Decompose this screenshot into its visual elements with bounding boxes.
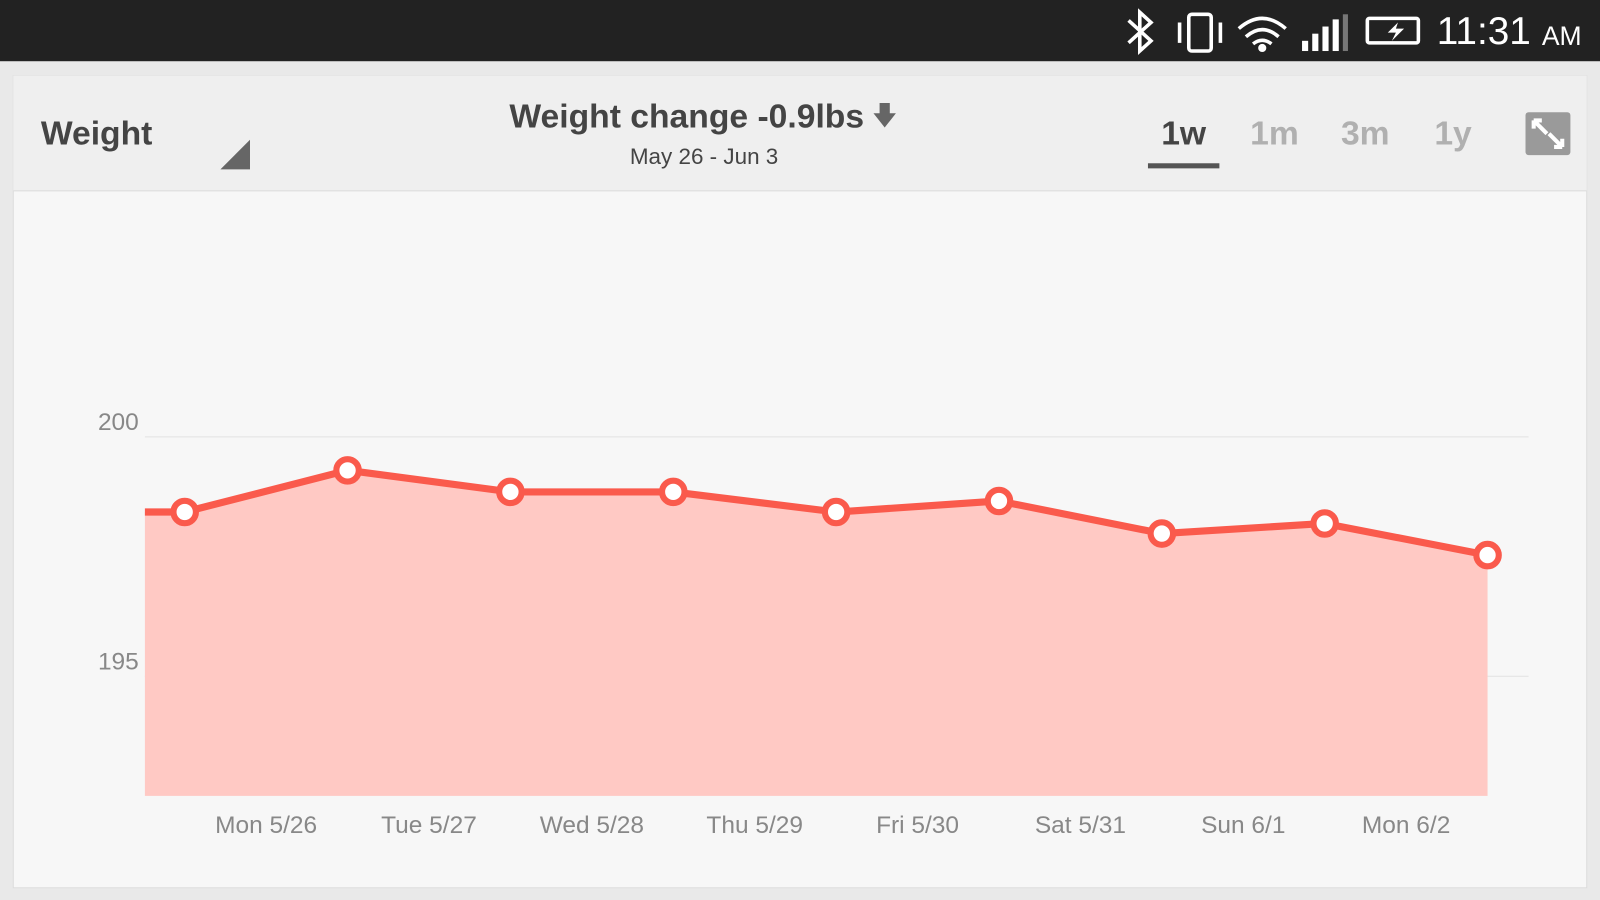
status-icons bbox=[1127, 8, 1421, 56]
point bbox=[496, 477, 525, 507]
x-tick-label: Tue 5/27 bbox=[381, 812, 477, 839]
wifi-dot bbox=[1258, 43, 1267, 53]
down-arrow bbox=[873, 103, 896, 128]
point bbox=[1147, 519, 1177, 548]
chart-subtitle: May 26 - Jun 3 bbox=[630, 144, 778, 169]
point bbox=[984, 486, 1014, 516]
battery-icon bbox=[1365, 16, 1421, 45]
point bbox=[1310, 509, 1339, 538]
range-tabs: 1w 1m 3m 1y bbox=[1147, 116, 1472, 169]
range-tab[interactable]: 3m bbox=[1341, 116, 1390, 153]
x-tick-label: Fri 5/30 bbox=[876, 812, 959, 839]
x-tick-label: Sun 6/1 bbox=[1201, 812, 1285, 839]
status-time: 11:31 bbox=[1437, 10, 1531, 53]
signal-icon bbox=[1302, 14, 1348, 52]
area bbox=[144, 470, 1488, 796]
x-tick-label: Wed 5/28 bbox=[540, 812, 644, 839]
x-tick-label: Thu 5/29 bbox=[706, 812, 803, 839]
point bbox=[658, 477, 688, 507]
charging-bolt bbox=[1387, 22, 1405, 41]
collapse-icon bbox=[1531, 118, 1565, 149]
point bbox=[170, 497, 199, 527]
point bbox=[821, 497, 851, 527]
range-tab[interactable]: 1w bbox=[1161, 116, 1207, 153]
tab-underline bbox=[1147, 163, 1220, 169]
x-tick-label: Sat 5/31 bbox=[1035, 812, 1126, 839]
x-tick-label: Mon 6/2 bbox=[1362, 812, 1450, 839]
bluetooth-icon bbox=[1127, 8, 1154, 56]
x-tick-label: Mon 5/26 bbox=[215, 812, 317, 839]
range-tab[interactable]: 1m bbox=[1250, 116, 1299, 153]
plot: 195 200 Mon 5/26 Tue 5/27 Wed 5/28 Thu 5/29 Fr… bbox=[98, 409, 1529, 839]
range-tab[interactable]: 1y bbox=[1434, 116, 1472, 153]
chart-title: Weight change -0.9lbs bbox=[509, 98, 864, 135]
point bbox=[1473, 540, 1502, 570]
wifi-icon bbox=[1237, 16, 1287, 46]
point bbox=[333, 456, 362, 485]
card-header bbox=[13, 75, 1587, 191]
status-bar bbox=[0, 0, 1600, 62]
collapse-button[interactable] bbox=[1525, 112, 1571, 156]
vibrate-icon bbox=[1186, 12, 1214, 53]
status-meridiem: AM bbox=[1542, 21, 1582, 51]
line bbox=[144, 466, 1489, 559]
y-tick-label: 195 bbox=[98, 648, 139, 675]
metric-title[interactable]: Weight bbox=[41, 116, 153, 153]
vibrate-waves bbox=[1177, 22, 1223, 43]
y-tick-label: 200 bbox=[98, 409, 139, 436]
